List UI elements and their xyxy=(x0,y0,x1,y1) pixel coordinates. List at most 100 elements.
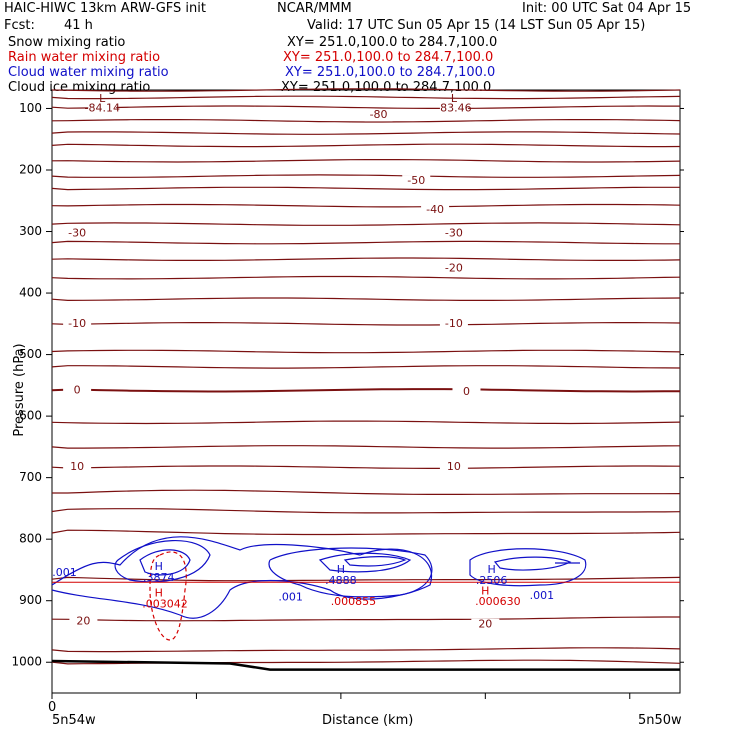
isotherm-label-bg xyxy=(69,615,98,628)
rain-water-label: H xyxy=(155,586,163,599)
isotherm-line xyxy=(51,420,681,425)
isotherm-label: 10 xyxy=(447,460,461,473)
isotherm-line xyxy=(51,275,681,280)
model-title: HAIC-HIWC 13km ARW-GFS init xyxy=(4,1,206,16)
rain-water-label: .000855 xyxy=(331,595,377,608)
isotherm-label-bg xyxy=(63,384,92,397)
isotherm-label-bg xyxy=(439,102,468,115)
isotherm-line xyxy=(51,186,680,191)
isotherm-line xyxy=(51,445,681,449)
isotherm-label: 10 xyxy=(70,460,84,473)
isotherm-label: 20 xyxy=(76,615,90,628)
isotherm-label: 0 xyxy=(463,385,470,398)
cloud-water-label: H xyxy=(337,563,345,576)
cloud-water-contour xyxy=(139,549,191,576)
isotherm-label-bg xyxy=(439,317,468,330)
isotherm-line xyxy=(51,529,681,536)
y-tick-label: 200 xyxy=(19,162,42,176)
isotherm-line xyxy=(51,131,681,135)
legend-rain-label: Rain water mixing ratio xyxy=(8,50,161,65)
isotherm-label: -84.14 xyxy=(85,101,120,114)
y-tick-label: 600 xyxy=(19,409,42,423)
y-tick-label: 100 xyxy=(19,101,42,115)
isotherm-label-bg xyxy=(439,227,468,240)
legend-cloud-water-xy: XY= 251.0,100.0 to 284.7,100.0 xyxy=(285,65,496,80)
isotherm-label: -10 xyxy=(445,317,463,330)
y-tick-label: 800 xyxy=(19,532,42,546)
isotherm-line xyxy=(51,159,681,163)
isotherm-line xyxy=(51,647,681,653)
cloud-water-contour xyxy=(51,536,433,619)
isotherm-line xyxy=(51,388,681,393)
valid-time: Valid: 17 UTC Sun 05 Apr 15 (14 LST Sun … xyxy=(307,18,646,33)
isotherm-line xyxy=(51,257,681,261)
isotherm-label-bg xyxy=(439,461,468,474)
isotherm-line xyxy=(51,240,680,245)
isotherm-label-bg xyxy=(63,227,92,240)
legend-cloud-water-label: Cloud water mixing ratio xyxy=(8,65,169,80)
cloud-water-label: .001 xyxy=(52,566,77,579)
isotherm-line xyxy=(51,297,681,302)
y-tick-label: 900 xyxy=(19,593,42,607)
forecast-label: Fcst: xyxy=(4,18,35,33)
isotherm-line xyxy=(52,489,681,495)
forecast-hour: 41 h xyxy=(64,18,93,33)
rain-water-contour xyxy=(149,551,187,641)
isotherm-label: -10 xyxy=(68,317,86,330)
rain-water-label: .003042 xyxy=(142,597,188,610)
x-endpoint-right: 5n50w xyxy=(638,713,682,728)
isotherm-label: 20 xyxy=(478,618,492,631)
isotherm-line xyxy=(51,88,681,92)
terrain-line xyxy=(51,659,680,671)
isotherm-label-bg xyxy=(63,317,92,330)
isotherm-line xyxy=(51,203,681,208)
isotherm-label: -20 xyxy=(445,261,463,274)
isotherm-label: -30 xyxy=(68,226,86,239)
cloud-water-label: .001 xyxy=(530,589,555,602)
legend-rain-xy: XY= 251.0,100.0 to 284.7,100.0 xyxy=(283,50,494,65)
rain-water-label: H xyxy=(481,584,489,597)
isotherm-line xyxy=(51,616,680,622)
isotherm-label-bg xyxy=(364,109,393,122)
isotherm-label-bg xyxy=(452,386,481,399)
y-tick-label: 400 xyxy=(19,286,42,300)
cloud-water-contour xyxy=(493,556,572,571)
isotherm-label-bg xyxy=(402,175,431,188)
isotherm-line xyxy=(51,222,681,226)
isotherm-line xyxy=(51,465,681,469)
cloud-water-label: .2506 xyxy=(476,574,508,587)
isotherm-line xyxy=(51,576,681,582)
isotherm-label: 0 xyxy=(74,383,81,396)
isotherm-line xyxy=(51,119,681,123)
agency-label: NCAR/MMM xyxy=(277,1,352,16)
x-axis-label: Distance (km) xyxy=(322,713,414,728)
legend-snow-label: Snow mixing ratio xyxy=(8,35,126,50)
isotherm-label: -83.46 xyxy=(436,101,471,114)
isotherm-label-bg xyxy=(471,618,500,631)
isotherm-line xyxy=(51,143,681,148)
y-tick-label: 500 xyxy=(19,347,42,361)
isotherm-label-bg xyxy=(88,102,117,115)
cloud-water-contour xyxy=(318,552,412,573)
y-tick-label: 300 xyxy=(19,224,42,238)
cloud-water-label: H xyxy=(155,560,163,573)
isotherm-label: -80 xyxy=(370,108,388,121)
cloud-water-contour xyxy=(268,547,433,598)
cloud-water-label: .4888 xyxy=(325,574,357,587)
isotherm-label-bg xyxy=(63,461,92,474)
y-tick-label: 700 xyxy=(19,470,42,484)
y-axis-label: Pressure (hPa) xyxy=(12,343,27,437)
x-tick-label-0: 0 xyxy=(48,700,57,715)
isotherm-label-bg xyxy=(439,262,468,275)
isotherm-line xyxy=(51,322,681,326)
cloud-water-contour xyxy=(343,556,407,567)
isotherm-line xyxy=(51,105,680,109)
cloud-water-label: .3874 xyxy=(143,571,175,584)
y-tick-label: 1000 xyxy=(11,655,42,669)
isotherm-line xyxy=(51,174,681,178)
cloud-water-contour xyxy=(114,539,211,583)
init-time: Init: 00 UTC Sat 04 Apr 15 xyxy=(522,1,692,16)
isotherm-line xyxy=(51,95,681,100)
legend-cloud-ice-xy: XY= 251.0,100.0 to 284.7,100.0 xyxy=(281,80,492,95)
